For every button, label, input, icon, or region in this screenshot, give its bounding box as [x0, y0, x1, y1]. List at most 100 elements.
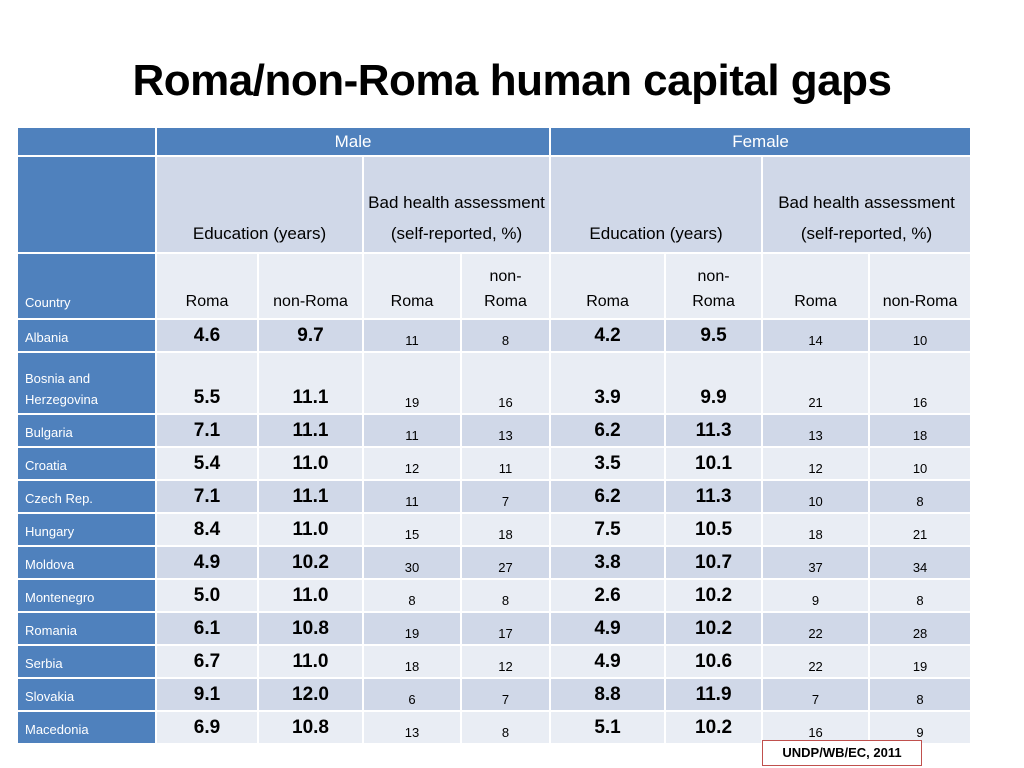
value-cell-f-h-n: 21	[870, 514, 971, 545]
value-cell-m-edu-n: 10.2	[259, 547, 362, 578]
value-cell-f-h-r: 18	[763, 514, 869, 545]
value-cell-f-h-r: 14	[763, 320, 869, 351]
value-cell-f-edu-n: 11.3	[666, 415, 762, 446]
value-cell-m-edu-r: 5.5	[157, 353, 257, 413]
value-cell-f-edu-r: 8.8	[551, 679, 665, 710]
value-cell-m-edu-r: 9.1	[157, 679, 257, 710]
country-name: Bosnia and Herzegovina	[25, 371, 98, 407]
page-title: Roma/non-Roma human capital gaps	[132, 56, 892, 105]
header-female-health: Bad health assessment (self-reported, %)	[763, 157, 971, 252]
table-row: Montenegro 5.0 11.0 8 8 2.6 10.2 9 8	[18, 580, 971, 611]
value-cell-f-edu-n: 10.7	[666, 547, 762, 578]
value-cell-m-h-n: 16	[462, 353, 550, 413]
value-cell-f-h-n: 34	[870, 547, 971, 578]
country-cell: Macedonia	[18, 712, 155, 743]
country-name: Hungary	[25, 524, 75, 539]
value-cell-m-h-n: 11	[462, 448, 550, 479]
value-cell-f-edu-r: 4.9	[551, 646, 665, 677]
table-row: Macedonia 6.9 10.8 13 8 5.1 10.2 16 9	[18, 712, 971, 743]
value-cell-m-edu-n: 9.7	[259, 320, 362, 351]
value-cell-f-h-n: 19	[870, 646, 971, 677]
value-cell-m-h-r: 18	[364, 646, 460, 677]
header-row-sex: Male Female	[18, 128, 971, 155]
header-roma: Roma	[157, 254, 257, 318]
table-row: Slovakia 9.1 12.0 6 7 8.8 11.9 7 8	[18, 679, 971, 710]
country-cell: Hungary	[18, 514, 155, 545]
value-cell-m-edu-n: 11.1	[259, 481, 362, 512]
value-cell-f-edu-n: 10.2	[666, 712, 762, 743]
country-name: Czech Rep.	[25, 491, 93, 506]
value-cell-m-h-r: 13	[364, 712, 460, 743]
header-male: Male	[157, 128, 550, 155]
value-cell-f-edu-n: 9.5	[666, 320, 762, 351]
value-cell-m-edu-r: 7.1	[157, 415, 257, 446]
header-non-roma: non-Roma	[666, 254, 762, 318]
header-blank-cell	[18, 128, 155, 155]
country-name: Macedonia	[25, 722, 89, 737]
value-cell-f-h-r: 10	[763, 481, 869, 512]
value-cell-m-edu-r: 6.7	[157, 646, 257, 677]
header-row-group: Country Roma non-Roma Roma non- Roma Roma…	[18, 254, 971, 318]
value-cell-f-h-n: 28	[870, 613, 971, 644]
country-cell: Bulgaria	[18, 415, 155, 446]
value-cell-f-edu-r: 3.5	[551, 448, 665, 479]
value-cell-m-h-n: 7	[462, 481, 550, 512]
value-cell-m-edu-r: 6.1	[157, 613, 257, 644]
country-name: Romania	[25, 623, 78, 638]
value-cell-f-h-r: 13	[763, 415, 869, 446]
value-cell-f-edu-r: 4.9	[551, 613, 665, 644]
value-cell-m-edu-n: 11.1	[259, 415, 362, 446]
header-non-roma: non-Roma	[462, 254, 550, 318]
value-cell-f-h-n: 10	[870, 448, 971, 479]
value-cell-f-h-n: 8	[870, 481, 971, 512]
header-female: Female	[551, 128, 971, 155]
table-row: Bosnia and Herzegovina 5.5 11.1 19 16 3.9 9.9 2…	[18, 353, 971, 413]
country-name: Slovakia	[25, 689, 75, 704]
value-cell-f-edu-r: 3.8	[551, 547, 665, 578]
value-cell-m-edu-n: 10.8	[259, 712, 362, 743]
value-cell-f-edu-n: 10.5	[666, 514, 762, 545]
value-cell-f-edu-n: 11.3	[666, 481, 762, 512]
country-cell: Bosnia and Herzegovina	[18, 353, 155, 413]
value-cell-m-edu-r: 7.1	[157, 481, 257, 512]
country-cell: Montenegro	[18, 580, 155, 611]
value-cell-m-h-n: 8	[462, 712, 550, 743]
human-capital-table: Male Female Education (years) Bad health…	[16, 126, 973, 745]
value-cell-f-edu-r: 3.9	[551, 353, 665, 413]
value-cell-m-edu-r: 8.4	[157, 514, 257, 545]
value-cell-m-edu-r: 5.4	[157, 448, 257, 479]
value-cell-f-h-n: 18	[870, 415, 971, 446]
value-cell-m-h-n: 8	[462, 580, 550, 611]
value-cell-m-h-r: 19	[364, 613, 460, 644]
value-cell-f-edu-r: 7.5	[551, 514, 665, 545]
value-cell-m-h-n: 18	[462, 514, 550, 545]
value-cell-f-edu-r: 4.2	[551, 320, 665, 351]
value-cell-f-h-r: 16	[763, 712, 869, 743]
country-cell: Slovakia	[18, 679, 155, 710]
table-row: Hungary 8.4 11.0 15 18 7.5 10.5 18 21	[18, 514, 971, 545]
table-row: Czech Rep. 7.1 11.1 11 7 6.2 11.3 10 8	[18, 481, 971, 512]
value-cell-f-h-r: 7	[763, 679, 869, 710]
header-female-education: Education (years)	[551, 157, 762, 252]
value-cell-m-h-n: 17	[462, 613, 550, 644]
value-cell-m-edu-n: 11.0	[259, 514, 362, 545]
header-non-roma: non-Roma	[870, 254, 971, 318]
value-cell-m-h-r: 8	[364, 580, 460, 611]
source-note: UNDP/WB/EC, 2011	[762, 740, 922, 766]
value-cell-m-h-r: 11	[364, 320, 460, 351]
value-cell-m-h-r: 12	[364, 448, 460, 479]
value-cell-m-h-n: 7	[462, 679, 550, 710]
table-row: Croatia 5.4 11.0 12 11 3.5 10.1 12 10	[18, 448, 971, 479]
table-row: Albania 4.6 9.7 11 8 4.2 9.5 14 10	[18, 320, 971, 351]
value-cell-f-edu-r: 6.2	[551, 415, 665, 446]
value-cell-f-edu-n: 10.2	[666, 580, 762, 611]
value-cell-m-h-n: 12	[462, 646, 550, 677]
country-cell: Croatia	[18, 448, 155, 479]
value-cell-m-h-r: 19	[364, 353, 460, 413]
value-cell-f-edu-n: 9.9	[666, 353, 762, 413]
value-cell-f-edu-n: 10.2	[666, 613, 762, 644]
table-row: Moldova 4.9 10.2 30 27 3.8 10.7 37 34	[18, 547, 971, 578]
header-male-education: Education (years)	[157, 157, 362, 252]
value-cell-m-h-r: 6	[364, 679, 460, 710]
value-cell-m-edu-n: 11.0	[259, 580, 362, 611]
